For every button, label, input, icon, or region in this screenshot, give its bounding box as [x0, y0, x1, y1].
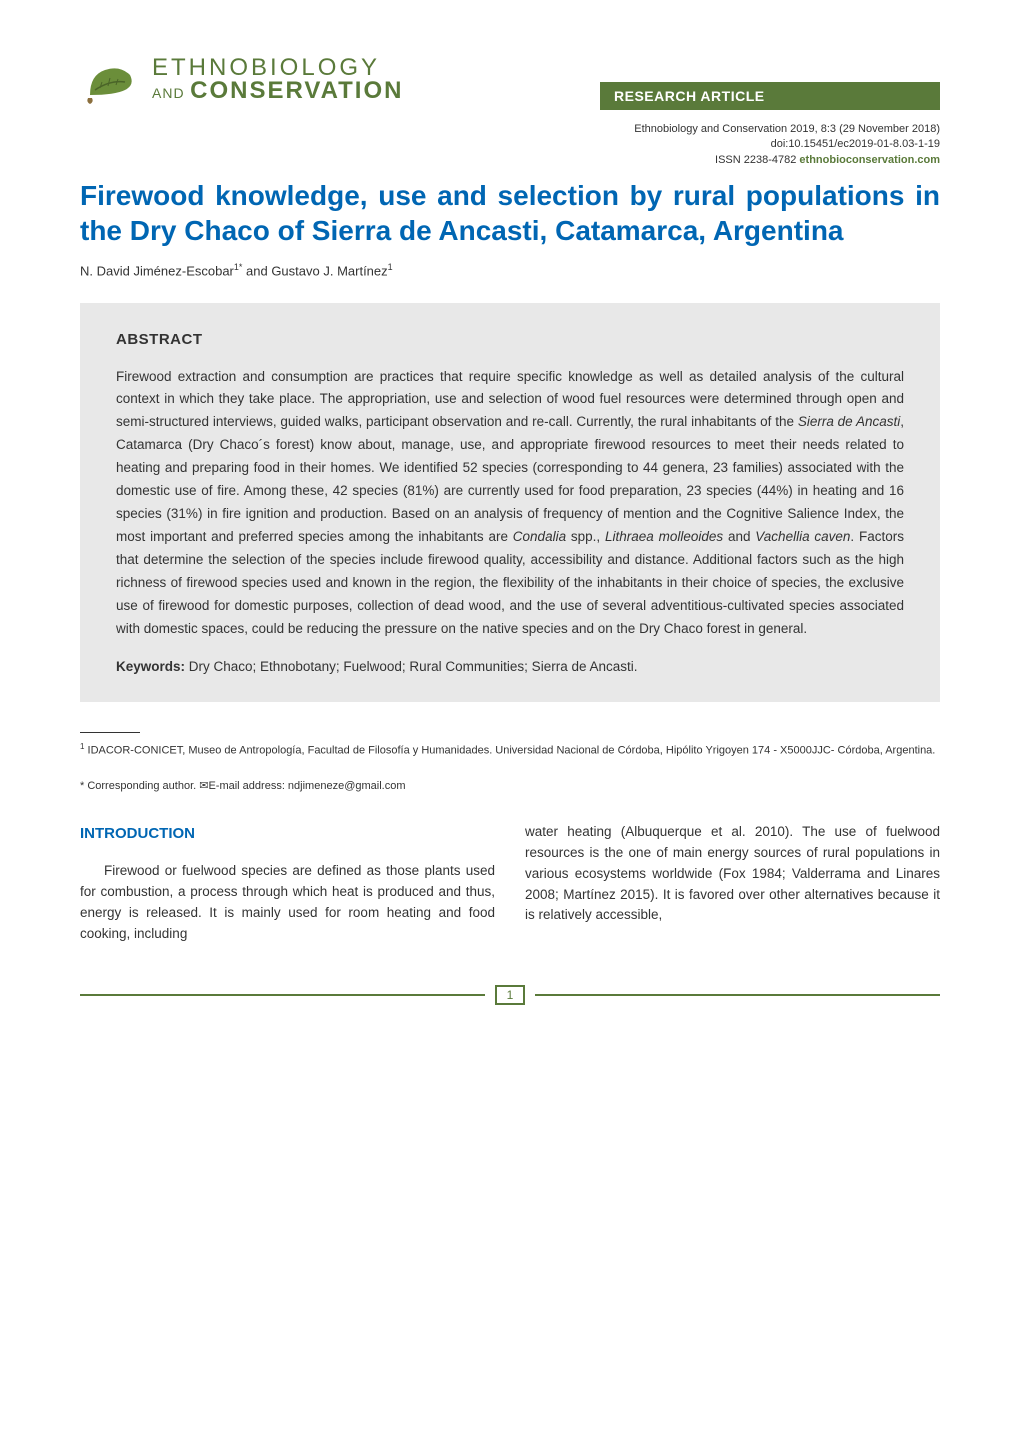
author-2-sup: 1 [388, 262, 393, 272]
author-1: N. David Jiménez-Escobar [80, 264, 234, 279]
abstract-part-1: Firewood extraction and consumption are … [116, 369, 904, 430]
doi-line: doi:10.15451/ec2019-01-8.03-1-19 [80, 137, 940, 152]
corresponding-author: * Corresponding author. ✉E-mail address:… [80, 779, 940, 792]
author-and: and Gustavo J. Martínez [242, 264, 387, 279]
abstract-italic-1: Sierra de Ancasti [798, 414, 900, 429]
article-type-badge: RESEARCH ARTICLE [600, 82, 940, 110]
page-number: 1 [495, 985, 526, 1005]
abstract-italic-2: Condalia [513, 529, 566, 544]
header-row: ETHNOBIOLOGY AND CONSERVATION RESEARCH A… [80, 50, 940, 110]
citation-meta: Ethnobiology and Conservation 2019, 8:3 … [80, 122, 940, 168]
abstract-part-5: . Factors that determine the selection o… [116, 529, 904, 636]
footer-line-left [80, 994, 485, 996]
abstract-text: Firewood extraction and consumption are … [116, 366, 904, 641]
body-columns: INTRODUCTION Firewood or fuelwood specie… [80, 822, 940, 945]
abstract-part-3: spp., [566, 529, 605, 544]
body-col-right: water heating (Albuquerque et al. 2010).… [525, 822, 940, 945]
journal-tree-leaf-icon [80, 50, 140, 110]
affiliation-rule [80, 732, 140, 733]
journal-name: ETHNOBIOLOGY AND CONSERVATION [152, 57, 403, 103]
abstract-box: ABSTRACT Firewood extraction and consump… [80, 303, 940, 702]
intro-paragraph-left: Firewood or fuelwood species are defined… [80, 861, 495, 945]
article-title: Firewood knowledge, use and selection by… [80, 178, 940, 248]
abstract-italic-4: Vachellia caven [755, 529, 850, 544]
affiliation-text: IDACOR-CONICET, Museo de Antropología, F… [84, 744, 935, 756]
keywords-label: Keywords: [116, 659, 189, 674]
keywords-line: Keywords: Dry Chaco; Ethnobotany; Fuelwo… [116, 659, 904, 674]
intro-paragraph-right: water heating (Albuquerque et al. 2010).… [525, 822, 940, 927]
affiliation: 1 IDACOR-CONICET, Museo de Antropología,… [80, 741, 940, 759]
journal-name-bottom: AND CONSERVATION [152, 80, 403, 103]
introduction-heading: INTRODUCTION [80, 822, 495, 845]
page-footer: 1 [80, 985, 940, 1005]
issn-line: ISSN 2238-4782 ethnobioconservation.com [80, 153, 940, 168]
authors-line: N. David Jiménez-Escobar1* and Gustavo J… [80, 262, 940, 278]
journal-site-link[interactable]: ethnobioconservation.com [799, 154, 940, 166]
abstract-part-4: and [723, 529, 755, 544]
abstract-heading: ABSTRACT [116, 331, 904, 348]
journal-and: AND [152, 85, 185, 101]
journal-conservation: CONSERVATION [190, 77, 403, 104]
keywords-text: Dry Chaco; Ethnobotany; Fuelwood; Rural … [189, 659, 638, 674]
abstract-part-2: , Catamarca (Dry Chaco´s forest) know ab… [116, 414, 904, 544]
issn-prefix: ISSN 2238-4782 [715, 154, 799, 166]
footer-line-right [535, 994, 940, 996]
journal-logo-block: ETHNOBIOLOGY AND CONSERVATION [80, 50, 403, 110]
article-type-wrap: RESEARCH ARTICLE [600, 72, 940, 110]
abstract-italic-3: Lithraea molleoides [605, 529, 723, 544]
body-col-left: INTRODUCTION Firewood or fuelwood specie… [80, 822, 495, 945]
citation-line: Ethnobiology and Conservation 2019, 8:3 … [80, 122, 940, 137]
